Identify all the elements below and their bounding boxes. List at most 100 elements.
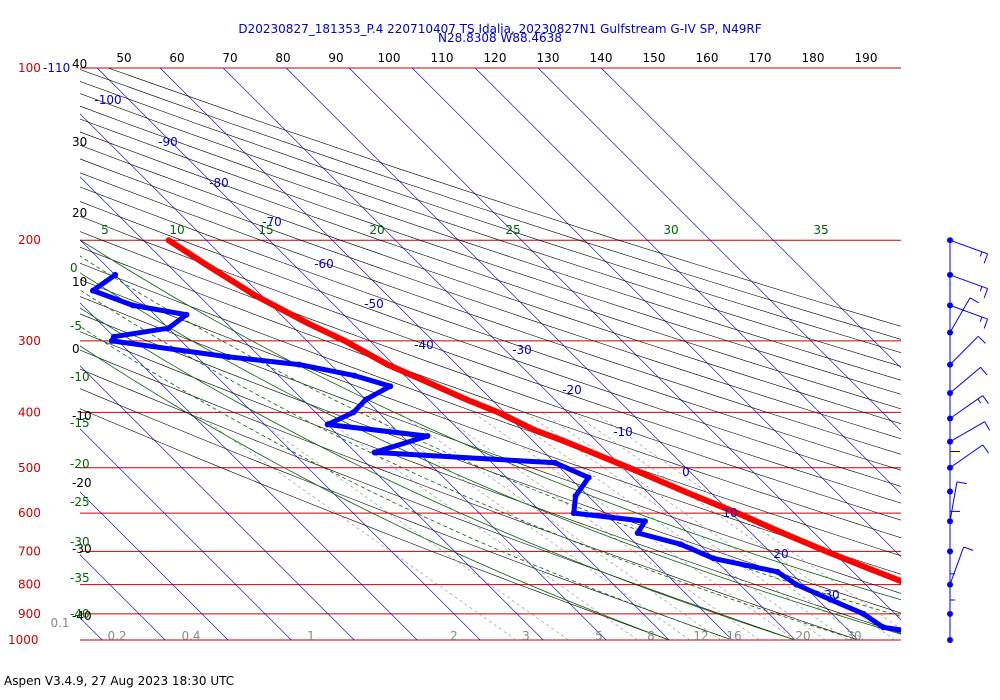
top-axis-tick: 70 (222, 51, 237, 65)
wind-barb-flag (969, 297, 979, 304)
dry-adiabat (108, 67, 901, 327)
left-axis-tick: -40 (72, 609, 92, 623)
isotherm-line (80, 176, 544, 641)
dewpoint-point (108, 337, 115, 344)
dewpoint-point (112, 271, 119, 278)
isotherm-label: -80 (209, 176, 229, 190)
dry-adiabat (80, 279, 901, 575)
pressure-label: 200 (18, 233, 41, 247)
top-axis-tick: 180 (802, 51, 825, 65)
pressure-label: 900 (18, 607, 41, 621)
dewpoint-point (225, 353, 232, 360)
top-axis-tick: 60 (169, 51, 184, 65)
left-axis-tick: 10 (72, 275, 87, 289)
dewpoint-point (932, 632, 938, 638)
moist-adiabat (80, 255, 901, 617)
footer-version: Aspen V3.4.9, 27 Aug 2023 18:30 UTC (4, 674, 235, 688)
dry-adiabat (80, 131, 901, 410)
pressure-label: 1000 (8, 633, 39, 647)
mixing-ratio-line (315, 412, 638, 641)
isotherm-line (411, 67, 901, 558)
chart-title: D20230827_181353_P.4 220710407 TS Idalia… (238, 22, 761, 36)
top-axis-tick: 170 (749, 51, 772, 65)
wind-barb-flag (984, 421, 991, 431)
theta-e-label: 20 (369, 223, 384, 237)
top-axis-tick: 90 (328, 51, 343, 65)
wind-barbs (947, 237, 991, 643)
temperature-trace (165, 237, 901, 585)
top-axis-tick: 110 (431, 51, 454, 65)
wind-barb-flag (963, 546, 974, 551)
dewpoint-point (793, 581, 800, 588)
theta-e-label: 25 (505, 223, 520, 237)
isotherm-line (80, 113, 607, 641)
mixing-ratio-line (246, 412, 569, 641)
moist-adiabat-label: -30 (70, 535, 90, 549)
pressure-label: 500 (18, 461, 41, 475)
isotherm-label: 30 (824, 588, 839, 602)
isotherm-line (348, 67, 901, 621)
moist-adiabat-label: -15 (70, 416, 90, 430)
dewpoint-point (570, 510, 577, 517)
dewpoint-point (710, 555, 717, 562)
dewpoint-point (165, 325, 172, 332)
wind-barb-flag (956, 481, 967, 485)
profile-layer (89, 237, 987, 643)
top-axis-tick: 160 (696, 51, 719, 65)
isotherm-line (159, 67, 733, 641)
left-axis-tick: 0 (72, 342, 80, 356)
mixing-ratio-label: 16 (726, 629, 741, 643)
dewpoint-trace (90, 272, 901, 633)
isotherm-label: -100 (94, 93, 121, 107)
isotherm-label: -20 (562, 383, 582, 397)
dewpoint-point (350, 409, 357, 416)
dry-adiabat (80, 93, 901, 367)
pressure-extra-label: -110 (43, 61, 70, 75)
moist-adiabat-label: -40 (70, 607, 90, 621)
dewpoint-point (296, 361, 303, 368)
theta-e-label: 30 (663, 223, 678, 237)
dewpoint-point (981, 637, 987, 643)
moist-adiabat-label: -20 (70, 457, 90, 471)
isotherm-line (285, 67, 859, 641)
grid-layer (80, 67, 901, 641)
moist-adiabat (80, 325, 733, 641)
mixing-ratio-label: 5 (595, 629, 603, 643)
wind-barb-flag (983, 318, 989, 329)
top-axis-tick: 50 (116, 51, 131, 65)
moist-adiabat (80, 289, 859, 641)
mixing-ratio-label: 20 (795, 629, 810, 643)
dry-adiabat (80, 408, 670, 641)
dewpoint-point (424, 433, 431, 440)
dewpoint-point (371, 449, 378, 456)
isotherm-line (600, 67, 901, 369)
wind-barb-staff (949, 335, 979, 365)
mixing-ratio-label: 0.1 (50, 616, 69, 630)
dewpoint-point (634, 529, 641, 536)
mixing-ratio-label: 0.4 (181, 629, 200, 643)
dry-adiabat (80, 81, 901, 353)
dry-adiabat (80, 216, 901, 504)
wind-barb-staff (949, 444, 984, 469)
isotherm-line (80, 491, 229, 641)
dry-adiabat (80, 118, 901, 395)
pressure-label: 600 (18, 506, 41, 520)
isotherm-label: -50 (364, 297, 384, 311)
dewpoint-point (89, 287, 96, 294)
mixing-ratio-line (437, 412, 760, 641)
moist-adiabat (80, 239, 901, 601)
theta-e-label: 5 (101, 223, 109, 237)
isotherm-line (80, 365, 355, 641)
isotherm-label: 10 (722, 506, 737, 520)
moist-adiabat (80, 345, 670, 641)
dry-adiabat (80, 172, 901, 455)
wind-barb-staff (949, 297, 971, 333)
mixing-ratio-line (193, 412, 517, 641)
isotherm-label: -60 (314, 257, 334, 271)
dewpoint-point (324, 421, 331, 428)
dewpoint-point (827, 596, 834, 603)
isotherm-line (537, 67, 901, 432)
moist-adiabat (80, 272, 901, 635)
dewpoint-point (880, 624, 887, 631)
